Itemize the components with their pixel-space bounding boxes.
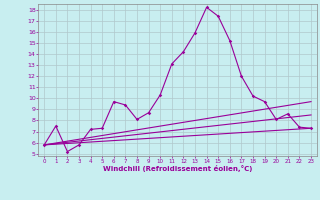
X-axis label: Windchill (Refroidissement éolien,°C): Windchill (Refroidissement éolien,°C): [103, 165, 252, 172]
